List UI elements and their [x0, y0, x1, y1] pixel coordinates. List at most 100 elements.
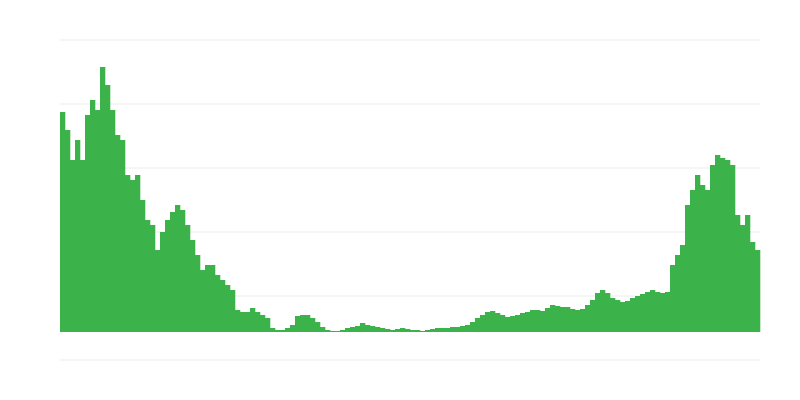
bar: [320, 327, 326, 332]
bar: [435, 328, 441, 332]
bar: [580, 309, 586, 332]
bar: [395, 329, 401, 332]
bar: [145, 220, 151, 332]
bar: [690, 190, 696, 332]
bar: [570, 309, 576, 332]
bar: [380, 328, 386, 332]
bar: [465, 325, 471, 332]
bar: [325, 330, 331, 332]
bar: [410, 330, 416, 332]
bar: [195, 255, 201, 332]
bar: [550, 305, 556, 332]
bar: [675, 255, 681, 332]
bar: [110, 110, 116, 332]
bar: [95, 110, 101, 332]
bar: [480, 315, 486, 332]
bar: [165, 220, 171, 332]
bar: [270, 328, 276, 332]
bar: [715, 155, 721, 332]
bar: [505, 317, 511, 332]
bar: [670, 265, 676, 332]
bar: [260, 315, 266, 332]
bar: [630, 298, 636, 332]
bar: [665, 292, 671, 332]
bar: [735, 215, 741, 332]
bar: [510, 316, 516, 332]
bar: [280, 330, 286, 332]
bar: [200, 270, 206, 332]
bar: [700, 185, 706, 332]
bar: [415, 330, 421, 332]
bar: [125, 175, 131, 332]
bar: [540, 311, 546, 332]
bar: [470, 322, 476, 332]
bar: [455, 327, 461, 332]
bar: [490, 311, 496, 332]
bar: [590, 300, 596, 332]
bar: [90, 100, 96, 332]
bar: [445, 328, 451, 332]
bar: [365, 325, 371, 332]
bar: [420, 331, 426, 332]
bar: [205, 265, 211, 332]
bar: [660, 293, 666, 332]
bar: [725, 160, 731, 332]
bar: [405, 329, 411, 332]
bar: [240, 312, 246, 332]
bar: [615, 300, 621, 332]
bar: [190, 240, 196, 332]
bar: [695, 175, 701, 332]
bar: [385, 329, 391, 332]
bar: [300, 315, 306, 332]
bar: [530, 310, 536, 332]
bar: [370, 326, 376, 332]
bar: [115, 135, 121, 332]
bar: [640, 294, 646, 332]
bar: [305, 315, 311, 332]
bar: [400, 328, 406, 332]
bar: [575, 310, 581, 332]
bar: [100, 67, 106, 332]
bar: [565, 307, 571, 332]
bar: [655, 292, 661, 332]
bar: [255, 312, 261, 332]
bar: [430, 329, 436, 332]
bar: [135, 175, 141, 332]
bar: [750, 242, 756, 332]
bar: [390, 330, 396, 332]
bar: [425, 330, 431, 332]
bar: [315, 322, 321, 332]
bar: [215, 275, 221, 332]
bar: [720, 158, 726, 332]
bar: [335, 331, 341, 332]
bar: [645, 292, 651, 332]
bar: [450, 327, 456, 332]
bar: [210, 265, 216, 332]
bar: [250, 308, 256, 332]
bar: [185, 225, 191, 332]
bar: [345, 328, 351, 332]
bar: [535, 310, 541, 332]
bar: [440, 328, 446, 332]
bar: [520, 313, 526, 332]
bar: [105, 85, 111, 332]
bar: [355, 326, 361, 332]
bar: [755, 250, 761, 332]
bar: [285, 328, 291, 332]
bar: [180, 210, 186, 332]
bar: [220, 280, 226, 332]
bar: [310, 318, 316, 332]
bar: [745, 215, 751, 332]
bar: [620, 302, 626, 332]
bar: [680, 245, 686, 332]
bar: [85, 115, 91, 332]
bar: [295, 316, 301, 332]
bar: [225, 285, 231, 332]
bar: [120, 140, 126, 332]
bar: [555, 306, 561, 332]
bar: [740, 225, 746, 332]
bar: [65, 130, 71, 332]
bar: [140, 200, 146, 332]
bar: [585, 305, 591, 332]
